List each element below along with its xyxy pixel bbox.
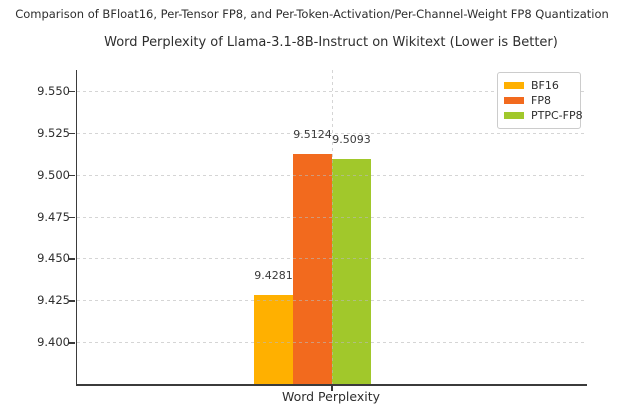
y-tick-mark	[69, 216, 75, 219]
y-tick-mark	[69, 90, 75, 93]
y-tick-mark	[69, 300, 75, 302]
y-tick-label: 9.550	[37, 83, 70, 98]
legend-label: BF16	[531, 79, 559, 92]
y-tick-mark	[69, 258, 75, 260]
x-tick-mark	[331, 386, 333, 391]
legend: BF16 FP8 PTPC-FP8	[497, 72, 583, 129]
y-tick-label: 9.425	[37, 293, 70, 308]
y-tick-mark	[69, 132, 75, 135]
plot-area: 9.4281 9.5124 9.5093	[76, 70, 587, 386]
legend-item-fp8: FP8	[504, 93, 573, 108]
bar-value-label-ptpc-fp8: 9.5093	[332, 133, 371, 147]
legend-label: FP8	[531, 94, 551, 107]
legend-swatch-fp8	[504, 96, 524, 105]
y-tick-mark	[69, 342, 75, 344]
y-tick-label: 9.500	[37, 167, 70, 182]
bar-value-label-fp8: 9.5124	[293, 127, 332, 141]
figure-suptitle: Comparison of BFloat16, Per-Tensor FP8, …	[15, 7, 609, 21]
legend-label: PTPC-FP8	[531, 109, 583, 122]
y-tick-label: 9.475	[37, 209, 70, 224]
legend-swatch-bf16	[504, 81, 524, 90]
bar-bf16	[254, 295, 293, 384]
x-gridline	[332, 70, 333, 384]
legend-item-bf16: BF16	[504, 78, 573, 93]
y-tick-mark	[69, 174, 75, 177]
x-tick-label: Word Perplexity	[281, 389, 381, 404]
bar-fp8	[293, 153, 332, 384]
legend-item-ptpc-fp8: PTPC-FP8	[504, 108, 583, 123]
y-tick-label: 9.525	[37, 125, 70, 140]
chart-title: Word Perplexity of Llama-3.1-8B-Instruct…	[104, 35, 558, 50]
legend-swatch-ptpc-fp8	[504, 111, 524, 120]
bar-ptpc-fp8	[332, 159, 371, 384]
y-tick-label: 9.450	[37, 251, 70, 266]
bar-value-label-bf16: 9.4281	[254, 269, 293, 283]
y-tick-label: 9.400	[37, 335, 70, 350]
